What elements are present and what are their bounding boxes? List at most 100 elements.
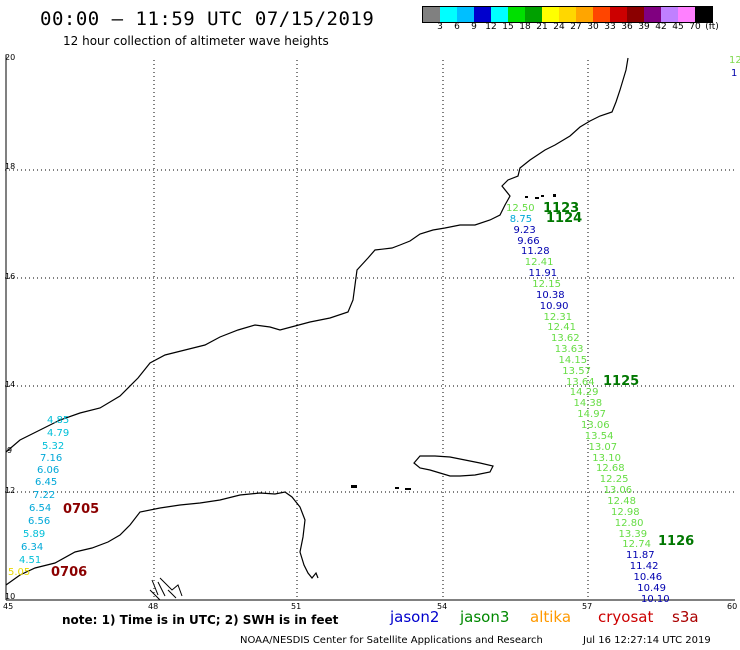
delta-marks bbox=[149, 577, 183, 601]
wave-reading: 13.54 bbox=[584, 430, 614, 442]
y-tick-16: 16 bbox=[5, 272, 16, 281]
legend-value: 24 bbox=[553, 22, 565, 32]
wave-reading: 11.28 bbox=[521, 246, 550, 258]
y-side-mark: 9 bbox=[7, 446, 13, 455]
legend-swatch-4 bbox=[491, 7, 508, 22]
time-label-0706: 0706 bbox=[51, 565, 88, 580]
wave-reading: 13.10 bbox=[592, 452, 621, 464]
wave-reading: 10.10 bbox=[641, 593, 670, 605]
y-tick-12: 12 bbox=[5, 486, 16, 495]
legend-value: 70 bbox=[689, 22, 701, 32]
legend-swatch-6 bbox=[525, 7, 542, 22]
wave-reading: 5.89 bbox=[23, 529, 46, 540]
wave-reading: 13.63 bbox=[554, 344, 584, 355]
sat-label-altika: altika bbox=[530, 608, 572, 626]
wave-reading: 11.91 bbox=[528, 268, 558, 280]
legend-swatch-1 bbox=[440, 7, 457, 22]
coastline-south bbox=[5, 491, 319, 586]
credit-line: NOAA/NESDIS Center for Satellite Applica… bbox=[240, 635, 543, 646]
legend-value: 30 bbox=[587, 22, 599, 32]
wave-reading: 13.64 bbox=[566, 376, 595, 388]
legend-value: 12 bbox=[485, 22, 497, 32]
wave-reading: 4.51 bbox=[19, 555, 42, 566]
wave-reading: 12.41 bbox=[524, 257, 554, 269]
wave-reading: 9.23 bbox=[513, 224, 536, 236]
wave-reading: 10.46 bbox=[633, 571, 663, 583]
time-label-1123: 1123 bbox=[543, 201, 580, 216]
x-tick-60: 60 bbox=[727, 602, 738, 611]
wave-reading: 6.45 bbox=[35, 477, 58, 488]
x-tick-54: 54 bbox=[437, 602, 448, 611]
wave-reading: 12.80 bbox=[614, 517, 644, 529]
legend-value: 27 bbox=[570, 22, 582, 32]
wave-reading: 8.75 bbox=[509, 213, 533, 225]
legend-swatch-15 bbox=[678, 7, 695, 22]
wave-reading: 13.06 bbox=[581, 420, 610, 431]
wave-reading: 13.07 bbox=[588, 441, 618, 453]
time-label-1126: 1126 bbox=[658, 534, 695, 549]
legend-value: 15 bbox=[502, 22, 514, 32]
legend-swatch-5 bbox=[508, 7, 525, 22]
wave-reading: 13.06 bbox=[603, 485, 633, 497]
legend-swatch-2 bbox=[457, 7, 474, 22]
wave-reading: 10.90 bbox=[539, 300, 569, 312]
wave-reading: 6.56 bbox=[28, 516, 51, 527]
wave-reading: 14.97 bbox=[577, 409, 606, 421]
x-tick-45: 45 bbox=[3, 602, 14, 611]
wave-reading: 7.22 bbox=[33, 490, 56, 501]
wave-reading: 4.85 bbox=[47, 415, 70, 426]
sat-label-s3a: s3a bbox=[672, 608, 699, 626]
y-tick-10: 10 bbox=[5, 592, 16, 601]
x-tick-51: 51 bbox=[291, 602, 302, 611]
small-islets bbox=[351, 194, 556, 490]
time-label-1125: 1125 bbox=[603, 374, 640, 389]
legend-swatch-0 bbox=[423, 7, 440, 22]
wave-reading: 12.25 bbox=[599, 474, 629, 486]
map-subtitle: 12 hour collection of altimeter wave hei… bbox=[63, 34, 329, 48]
sat-label-jason3: jason3 bbox=[460, 608, 510, 626]
footer-note: note: 1) Time is in UTC; 2) SWH is in fe… bbox=[62, 613, 339, 627]
time-label-1124: 1124 bbox=[546, 211, 583, 226]
wave-reading: 12.50 bbox=[506, 203, 535, 214]
legend-swatch-3 bbox=[474, 7, 491, 22]
wave-reading: 9.66 bbox=[517, 235, 540, 247]
wave-reading: 11.42 bbox=[629, 561, 659, 572]
legend-value: 21 bbox=[536, 22, 548, 32]
wave-reading: 12.31 bbox=[543, 311, 573, 323]
x-tick-48: 48 bbox=[148, 602, 159, 611]
edge-reading-2: 1 bbox=[731, 68, 738, 79]
legend-value: 3 bbox=[437, 22, 443, 32]
map-grid bbox=[5, 60, 735, 600]
wave-reading: 14.29 bbox=[569, 387, 599, 399]
wave-reading: 6.54 bbox=[29, 503, 52, 514]
wave-reading: 13.39 bbox=[618, 528, 648, 540]
color-legend-bar bbox=[422, 6, 713, 23]
legend-value: 33 bbox=[604, 22, 616, 32]
y-tick-14: 14 bbox=[5, 380, 16, 389]
legend-value: 39 bbox=[638, 22, 650, 32]
wave-reading: 7.16 bbox=[40, 453, 63, 464]
wave-reading: 5.05 bbox=[8, 567, 31, 578]
x-tick-57: 57 bbox=[582, 602, 593, 611]
wave-reading: 12.68 bbox=[596, 463, 625, 475]
generation-timestamp: Jul 16 12:27:14 UTC 2019 bbox=[583, 635, 711, 646]
legend-swatch-11 bbox=[610, 7, 627, 22]
y-tick-20: 20 bbox=[5, 53, 16, 62]
legend-swatch-16 bbox=[695, 7, 712, 22]
legend-value: 6 bbox=[454, 22, 460, 32]
legend-swatch-12 bbox=[627, 7, 644, 22]
legend-unit: (ft) bbox=[705, 22, 719, 32]
legend-value: 18 bbox=[519, 22, 531, 32]
edge-reading: 12 bbox=[729, 55, 740, 66]
island bbox=[413, 455, 494, 477]
sat-label-jason2: jason2 bbox=[390, 608, 440, 626]
wave-reading: 12.15 bbox=[532, 278, 561, 290]
legend-swatch-9 bbox=[576, 7, 593, 22]
wave-reading: 12.98 bbox=[611, 506, 640, 518]
legend-swatch-10 bbox=[593, 7, 610, 22]
legend-value: 36 bbox=[621, 22, 633, 32]
wave-reading: 14.38 bbox=[573, 398, 603, 410]
legend-value: 9 bbox=[471, 22, 477, 32]
sat-label-cryosat: cryosat bbox=[598, 608, 654, 626]
